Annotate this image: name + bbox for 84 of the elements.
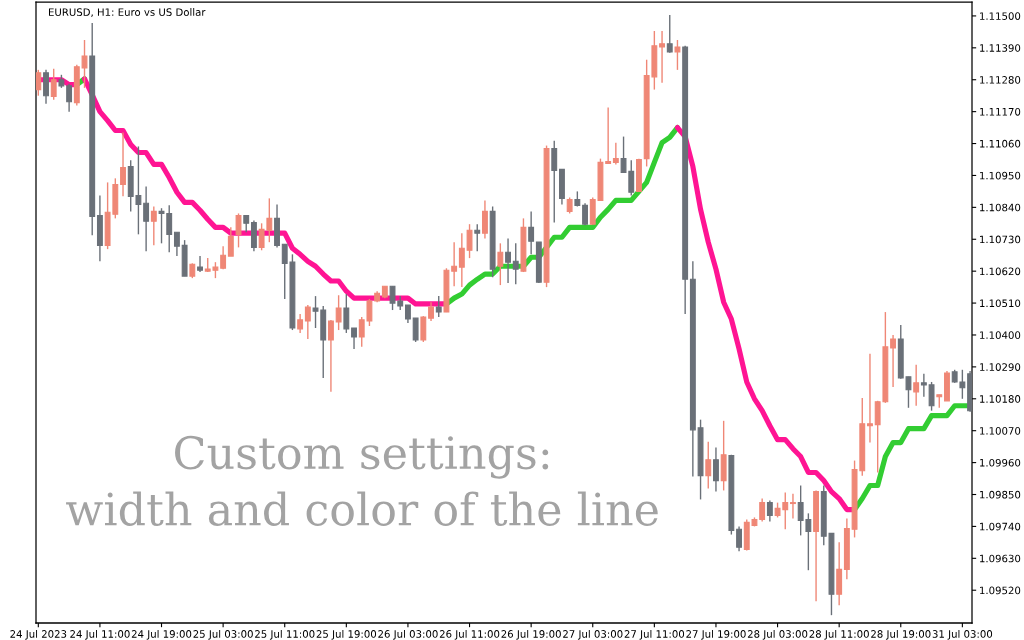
candlestick	[335, 294, 342, 331]
candlestick	[481, 199, 488, 240]
candlestick	[551, 139, 558, 224]
y-tick-label: 1.09740	[980, 522, 1021, 531]
candlestick	[674, 39, 681, 71]
x-tick-label: 26 Jul 11:00	[439, 629, 500, 640]
x-tick-label: 28 Jul 19:00	[871, 629, 931, 640]
candlestick	[790, 492, 796, 520]
y-tick-label: 1.11390	[980, 44, 1021, 52]
candlestick	[705, 441, 712, 490]
candlestick	[605, 106, 612, 165]
candlestick	[43, 69, 49, 105]
x-tick-label: 25 Jul 03:00	[193, 629, 253, 640]
candlestick	[297, 313, 304, 334]
candlestick	[428, 301, 434, 322]
candlestick	[412, 317, 419, 343]
y-tick-label: 1.09520	[980, 586, 1021, 595]
text: EURUSD, H1: Euro vs US Dollar	[48, 8, 206, 17]
y-tick-label: 1.10290	[980, 363, 1021, 371]
candlestick	[474, 223, 481, 252]
candlestick	[451, 241, 458, 287]
candlestick	[920, 373, 927, 398]
candlestick	[235, 212, 242, 249]
candlestick	[713, 446, 719, 493]
y-tick-label: 1.10510	[980, 299, 1021, 308]
candlestick	[736, 525, 743, 553]
y-tick-label: 1.09850	[980, 490, 1021, 499]
candlestick	[173, 231, 180, 257]
y-tick-label: 1.09960	[980, 458, 1021, 467]
candlestick	[420, 315, 427, 343]
candlestick	[612, 141, 619, 166]
candlestick	[351, 327, 357, 350]
x-tick-label: 28 Jul 03:00	[747, 629, 808, 640]
candlestick	[304, 304, 311, 340]
x-tick-label: 24 Jul 11:00	[70, 629, 130, 640]
candlestick	[435, 295, 442, 318]
candlestick	[867, 353, 873, 444]
candlestick	[227, 226, 234, 257]
candlestick	[458, 232, 465, 288]
candlestick	[659, 30, 665, 84]
y-tick-label: 1.09630	[980, 554, 1021, 563]
y-tick-label: 1.11170	[980, 107, 1021, 116]
candlestick	[150, 205, 157, 247]
y-tick-label: 1.10950	[980, 171, 1021, 180]
candlestick	[497, 242, 504, 286]
x-tick-label: 28 Jul 11:00	[809, 629, 869, 640]
y-tick-label: 1.11280	[980, 76, 1021, 84]
y-tick-label: 1.10840	[980, 203, 1021, 212]
candlestick	[66, 83, 73, 113]
y-tick-label: 1.10070	[980, 427, 1021, 435]
y-tick-label: 1.11500	[980, 12, 1021, 20]
x-tick-label: 26 Jul 03:00	[378, 629, 438, 640]
y-tick-label: 1.11060	[980, 139, 1021, 148]
candlestick	[466, 223, 473, 259]
candlestick	[143, 185, 150, 252]
candlestick	[766, 499, 773, 523]
y-tick-label: 1.10400	[980, 331, 1021, 339]
y-tick-label: 1.10730	[980, 235, 1021, 244]
candlestick	[120, 131, 126, 198]
x-tick-label: 25 Jul 19:00	[316, 629, 377, 640]
candlestick	[50, 68, 57, 101]
candlestick	[913, 364, 920, 407]
candlestick	[928, 381, 935, 412]
x-tick-label: 24 Jul 2023	[10, 629, 67, 640]
x-tick-label: 26 Jul 19:00	[501, 629, 561, 640]
candlestick	[890, 334, 897, 388]
x-tick-label: 27 Jul 19:00	[686, 629, 746, 640]
candlestick	[327, 319, 334, 393]
y-tick-label: 1.10620	[980, 267, 1021, 276]
y-tick-label: 1.10180	[980, 395, 1021, 403]
x-tick-label: 24 Jul 19:00	[131, 629, 192, 640]
x-tick-label: 25 Jul 11:00	[255, 629, 315, 640]
candlestick	[759, 497, 766, 523]
candlestick	[197, 255, 203, 273]
candlestick	[666, 14, 673, 54]
candlestick	[505, 237, 511, 284]
x-tick-label: 27 Jul 03:00	[563, 629, 623, 640]
x-tick-label: 27 Jul 11:00	[624, 629, 685, 640]
candlestick	[36, 69, 42, 97]
candlestick	[512, 242, 519, 285]
candlestick	[528, 210, 535, 256]
annotation: Custom settings: width and color of the line	[66, 435, 658, 526]
x-tick-label: 31 Jul 03:00	[932, 629, 993, 640]
candlestick	[343, 293, 350, 334]
